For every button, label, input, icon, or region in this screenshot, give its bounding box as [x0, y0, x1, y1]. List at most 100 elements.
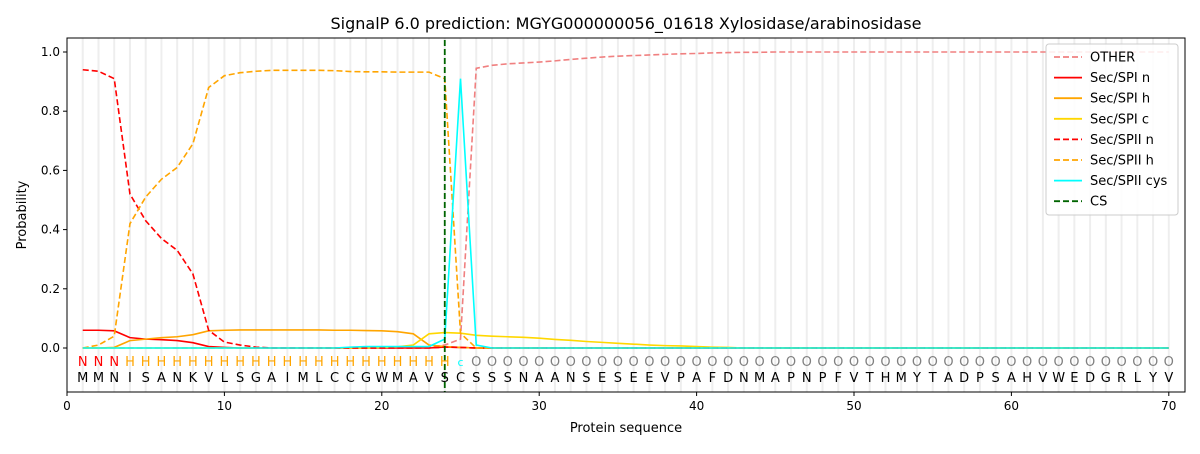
region-label: H [204, 355, 214, 370]
region-label: O [581, 355, 591, 370]
region-label: H [440, 355, 450, 370]
region-label: O [660, 355, 670, 370]
legend-label: CS [1090, 195, 1107, 210]
region-label: H [393, 355, 403, 370]
region-label: O [1101, 355, 1111, 370]
y-tick-label: 1.0 [41, 45, 60, 59]
legend-label: Sec/SPI c [1090, 112, 1149, 127]
region-label: O [487, 355, 497, 370]
region-label: O [1148, 355, 1158, 370]
region-label: O [1069, 355, 1079, 370]
legend: OTHER Sec/SPI n Sec/SPI h Sec/SPI c Sec/SPII… [1045, 43, 1179, 216]
region-label: H [361, 355, 371, 370]
legend-label: Sec/SPI n [1090, 71, 1150, 86]
region-label: H [314, 355, 324, 370]
region-label: O [1132, 355, 1142, 370]
legend-label: Sec/SPII cys [1090, 174, 1168, 189]
y-tick-label: 0.0 [41, 341, 60, 355]
region-label: O [1085, 355, 1095, 370]
region-label: H [125, 355, 135, 370]
region-label: N [94, 355, 104, 370]
legend-label: Sec/SPII h [1090, 154, 1154, 169]
region-label: O [676, 355, 686, 370]
region-label: O [691, 355, 701, 370]
x-tick-label: 60 [1004, 399, 1019, 413]
region-label: H [424, 355, 434, 370]
region-label: H [157, 355, 167, 370]
region-label: O [928, 355, 938, 370]
region-label: H [267, 355, 277, 370]
series-line [82, 78, 1169, 349]
y-axis-label: Probability [15, 180, 30, 249]
x-tick-label: 50 [846, 399, 861, 413]
region-label: O [1164, 355, 1174, 370]
region-label: O [723, 355, 733, 370]
x-tick-label: 30 [532, 399, 547, 413]
legend-label: Sec/SPI h [1090, 92, 1150, 107]
region-label: N [78, 355, 88, 370]
region-label: O [849, 355, 859, 370]
region-label: O [534, 355, 544, 370]
region-label: O [566, 355, 576, 370]
region-label: O [597, 355, 607, 370]
region-label: H [235, 355, 245, 370]
region-label: O [943, 355, 953, 370]
x-tick-label: 20 [374, 399, 389, 413]
region-label: O [770, 355, 780, 370]
y-tick-label: 0.8 [41, 104, 60, 118]
region-label: O [912, 355, 922, 370]
region-label: O [991, 355, 1001, 370]
y-tick-label: 0.4 [41, 223, 60, 237]
y-tick-label: 0.6 [41, 163, 60, 177]
region-label: O [1116, 355, 1126, 370]
region-label: O [613, 355, 623, 370]
region-label: O [833, 355, 843, 370]
region-label: O [896, 355, 906, 370]
region-label: H [408, 355, 418, 370]
region-label: H [377, 355, 387, 370]
region-label: O [817, 355, 827, 370]
region-label: O [707, 355, 717, 370]
region-label: N [109, 355, 119, 370]
region-label: H [220, 355, 230, 370]
region-label: O [802, 355, 812, 370]
y-tick-label: 0.2 [41, 282, 60, 296]
region-label: O [754, 355, 764, 370]
legend-box [1045, 43, 1179, 216]
region-label: O [865, 355, 875, 370]
region-label: O [550, 355, 560, 370]
region-label: O [644, 355, 654, 370]
region-label: O [739, 355, 749, 370]
legend-label: Sec/SPII n [1090, 133, 1154, 148]
region-label: O [1038, 355, 1048, 370]
x-tick-label: 70 [1161, 399, 1176, 413]
region-label: O [975, 355, 985, 370]
legend-label: OTHER [1090, 51, 1135, 66]
x-tick-label: 40 [689, 399, 704, 413]
region-label: O [471, 355, 481, 370]
region-label: O [959, 355, 969, 370]
region-label: c [457, 356, 463, 369]
region-label: H [141, 355, 151, 370]
region-label: H [282, 355, 292, 370]
region-label: O [1054, 355, 1064, 370]
region-label: H [172, 355, 182, 370]
x-tick-label: 0 [63, 399, 71, 413]
x-tick-label: 10 [217, 399, 232, 413]
region-label: H [345, 355, 355, 370]
plot-frame [66, 37, 1186, 393]
region-label: H [188, 355, 198, 370]
region-label: O [1006, 355, 1016, 370]
region-label: O [518, 355, 528, 370]
chart-title: SignalP 6.0 prediction: MGYG000000056_01… [331, 14, 922, 34]
region-label: H [330, 355, 340, 370]
region-label: O [629, 355, 639, 370]
region-label: O [786, 355, 796, 370]
region-label: O [880, 355, 890, 370]
region-label: O [1022, 355, 1032, 370]
region-label: O [503, 355, 513, 370]
region-label: H [251, 355, 261, 370]
region-label: H [298, 355, 308, 370]
x-axis-label: Protein sequence [570, 421, 682, 436]
